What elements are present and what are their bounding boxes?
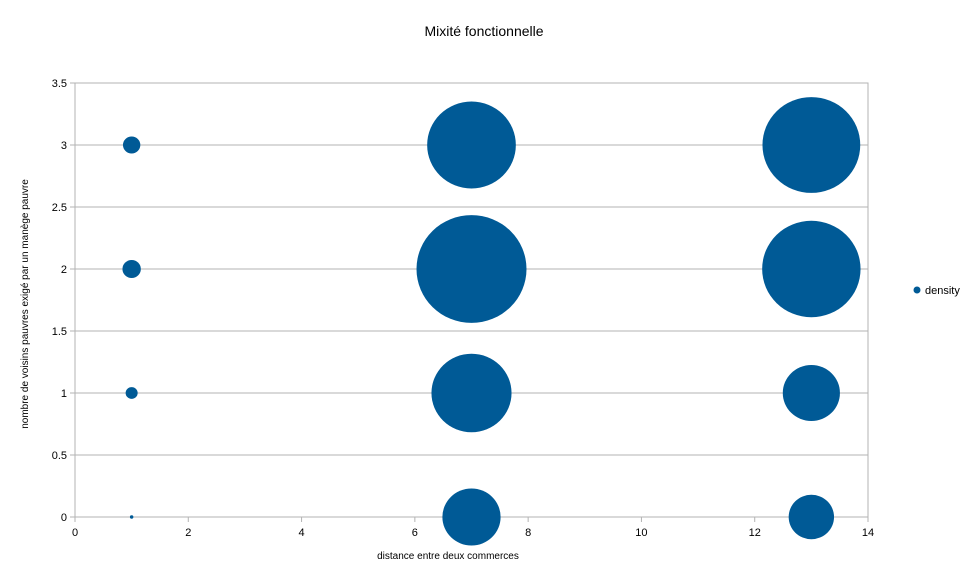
x-tick-label: 14 bbox=[862, 527, 874, 539]
x-tick-label: 0 bbox=[72, 527, 78, 539]
y-tick-label: 1.5 bbox=[52, 326, 67, 338]
x-tick-label: 10 bbox=[635, 527, 647, 539]
bubble-point bbox=[122, 136, 141, 154]
y-tick-label: 0 bbox=[61, 512, 67, 524]
legend-label-density: density bbox=[925, 285, 960, 297]
y-axis-title: nombre de voisins pauvres exigé par un m… bbox=[20, 179, 31, 429]
bubble-point bbox=[416, 215, 527, 323]
y-tick-label: 0.5 bbox=[52, 450, 67, 462]
x-tick-label: 12 bbox=[749, 527, 761, 539]
x-axis: 0 2 4 6 8 10 12 14 bbox=[72, 517, 874, 539]
y-axis: 0 0.5 1 1.5 2 2.5 3 3.5 bbox=[52, 78, 75, 524]
bubble-point bbox=[431, 353, 512, 433]
bubble-point bbox=[782, 364, 840, 422]
y-tick-label: 2.5 bbox=[52, 202, 67, 214]
y-tick-label: 2 bbox=[61, 264, 67, 276]
bubble-point bbox=[762, 220, 861, 318]
chart-title: Mixité fonctionnelle bbox=[424, 23, 543, 39]
x-tick-label: 8 bbox=[525, 527, 531, 539]
x-tick-label: 4 bbox=[299, 527, 305, 539]
data-series bbox=[122, 97, 861, 546]
bubble-point bbox=[427, 101, 516, 189]
x-tick-label: 2 bbox=[185, 527, 191, 539]
x-axis-title: distance entre deux commerces bbox=[377, 551, 519, 562]
legend-marker-density bbox=[913, 286, 921, 294]
y-tick-label: 3.5 bbox=[52, 78, 67, 90]
bubble-point bbox=[762, 97, 861, 193]
y-tick-label: 3 bbox=[61, 140, 67, 152]
y-tick-label: 1 bbox=[61, 388, 67, 400]
legend: density bbox=[913, 285, 960, 297]
x-tick-label: 6 bbox=[412, 527, 418, 539]
bubble-point bbox=[442, 488, 501, 546]
bubble-point bbox=[129, 515, 134, 519]
bubble-point bbox=[122, 259, 141, 279]
bubble-point bbox=[788, 494, 835, 540]
bubble-point bbox=[125, 387, 138, 399]
